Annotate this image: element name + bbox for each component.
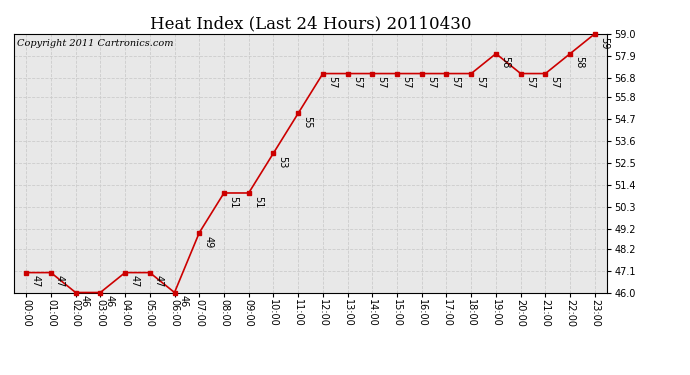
Text: 51: 51 bbox=[228, 196, 238, 208]
Text: 53: 53 bbox=[277, 156, 288, 168]
Text: 57: 57 bbox=[377, 76, 386, 89]
Text: 57: 57 bbox=[426, 76, 436, 89]
Text: 46: 46 bbox=[80, 295, 90, 307]
Text: 57: 57 bbox=[352, 76, 362, 89]
Text: 57: 57 bbox=[401, 76, 411, 89]
Text: 57: 57 bbox=[549, 76, 560, 89]
Text: 55: 55 bbox=[302, 116, 313, 129]
Text: 58: 58 bbox=[574, 56, 584, 69]
Text: 47: 47 bbox=[55, 275, 65, 288]
Text: 47: 47 bbox=[129, 275, 139, 288]
Text: Copyright 2011 Cartronics.com: Copyright 2011 Cartronics.com bbox=[17, 39, 173, 48]
Text: 47: 47 bbox=[30, 275, 40, 288]
Title: Heat Index (Last 24 Hours) 20110430: Heat Index (Last 24 Hours) 20110430 bbox=[150, 15, 471, 32]
Text: 57: 57 bbox=[327, 76, 337, 89]
Text: 51: 51 bbox=[253, 196, 263, 208]
Text: 57: 57 bbox=[525, 76, 535, 89]
Text: 47: 47 bbox=[154, 275, 164, 288]
Text: 49: 49 bbox=[204, 236, 213, 248]
Text: 57: 57 bbox=[475, 76, 485, 89]
Text: 59: 59 bbox=[599, 36, 609, 49]
Text: 46: 46 bbox=[179, 295, 188, 307]
Text: 57: 57 bbox=[451, 76, 461, 89]
Text: 58: 58 bbox=[500, 56, 510, 69]
Text: 46: 46 bbox=[104, 295, 115, 307]
